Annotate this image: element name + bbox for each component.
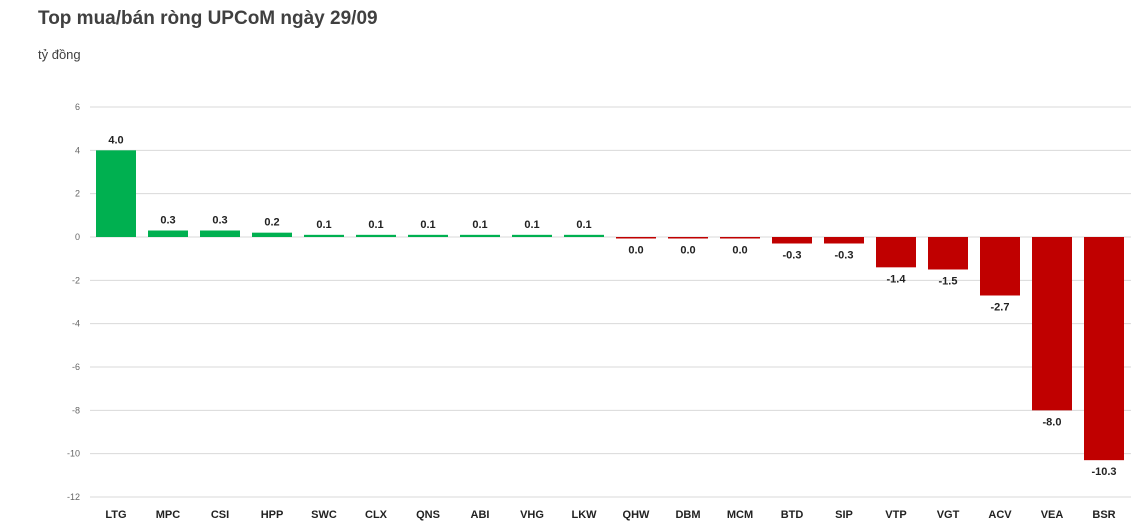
bars [96, 150, 1124, 461]
data-label: 0.0 [680, 245, 695, 257]
x-tick-label: CSI [211, 509, 229, 521]
x-tick-label: HPP [261, 509, 284, 521]
data-label: -0.3 [835, 250, 854, 262]
x-tick-label: BTD [781, 509, 804, 521]
data-label: -0.3 [783, 250, 802, 262]
chart-title: Top mua/bán ròng UPCoM ngày 29/09 [38, 8, 378, 29]
x-tick-label: LTG [105, 509, 126, 521]
data-label: -1.4 [887, 273, 907, 285]
y-tick-label: -6 [72, 362, 80, 372]
bar-clx [356, 234, 396, 237]
y-tick-label: 6 [75, 102, 80, 112]
bar-ltg [96, 150, 136, 237]
x-tick-label: QHW [623, 509, 651, 521]
y-tick-label: -8 [72, 405, 80, 415]
data-label: 0.0 [732, 245, 747, 257]
y-tick-label: 0 [75, 232, 80, 242]
x-tick-label: DBM [675, 509, 700, 521]
bar-abi [460, 234, 500, 237]
bar-lkw [564, 234, 604, 237]
y-axis: 6 4 2 0 -2 -4 -6 -8 -10 -12 [67, 102, 80, 502]
y-tick-label: -10 [67, 449, 80, 459]
x-axis: LTG MPC CSI HPP SWC CLX QNS ABI VHG LKW QHW DBM MCM B… [105, 509, 1115, 521]
data-label: 0.1 [368, 219, 383, 231]
x-tick-label: ABI [471, 509, 490, 521]
bar-mpc [148, 230, 188, 237]
bar-acv [980, 237, 1020, 296]
gridlines [90, 106, 1131, 498]
x-tick-label: MCM [727, 509, 753, 521]
y-tick-label: 2 [75, 189, 80, 199]
data-label: -2.7 [991, 302, 1010, 314]
x-tick-label: SIP [835, 509, 853, 521]
bar-csi [200, 230, 240, 237]
x-tick-label: VGT [937, 509, 960, 521]
bar-vea [1032, 237, 1072, 411]
data-label: 0.2 [264, 217, 279, 229]
bar-qns [408, 234, 448, 237]
bar-qhw [616, 237, 656, 239]
data-label: 0.3 [160, 215, 175, 227]
data-label: 0.1 [576, 219, 591, 231]
unit-label: tỷ đồng [38, 47, 81, 62]
y-tick-label: -2 [72, 275, 80, 285]
x-tick-label: VTP [885, 509, 906, 521]
x-tick-label: LKW [571, 509, 597, 521]
bar-mcm [720, 237, 760, 239]
bar-swc [304, 234, 344, 237]
data-label: 0.3 [212, 215, 227, 227]
bar-bsr [1084, 237, 1124, 461]
data-label: 4.0 [108, 134, 123, 146]
data-label: 0.1 [316, 219, 331, 231]
bar-btd [772, 237, 812, 244]
data-label: 0.1 [420, 219, 435, 231]
data-label: 0.1 [524, 219, 539, 231]
y-tick-label: -12 [67, 492, 80, 502]
bar-vgt [928, 237, 968, 270]
y-tick-label: -4 [72, 319, 80, 329]
data-label: 0.0 [628, 245, 643, 257]
x-tick-label: QNS [416, 509, 440, 521]
data-label: 0.1 [472, 219, 487, 231]
data-labels: 4.0 0.3 0.3 0.2 0.1 0.1 0.1 0.1 0.1 0.1 0.0 0.0 0.0 -… [108, 134, 1116, 478]
data-label: -8.0 [1043, 416, 1062, 428]
data-label: -1.5 [939, 276, 958, 288]
x-tick-label: ACV [988, 509, 1012, 521]
y-tick-label: 4 [75, 145, 80, 155]
bar-vtp [876, 237, 916, 268]
x-tick-label: SWC [311, 509, 337, 521]
x-tick-label: VEA [1041, 509, 1064, 521]
x-tick-label: MPC [156, 509, 181, 521]
x-tick-label: VHG [520, 509, 544, 521]
bar-vhg [512, 234, 552, 237]
bar-hpp [252, 232, 292, 237]
x-tick-label: BSR [1092, 509, 1115, 521]
bar-dbm [668, 237, 708, 239]
x-tick-label: CLX [365, 509, 388, 521]
data-label: -10.3 [1091, 466, 1116, 478]
bar-sip [824, 237, 864, 244]
